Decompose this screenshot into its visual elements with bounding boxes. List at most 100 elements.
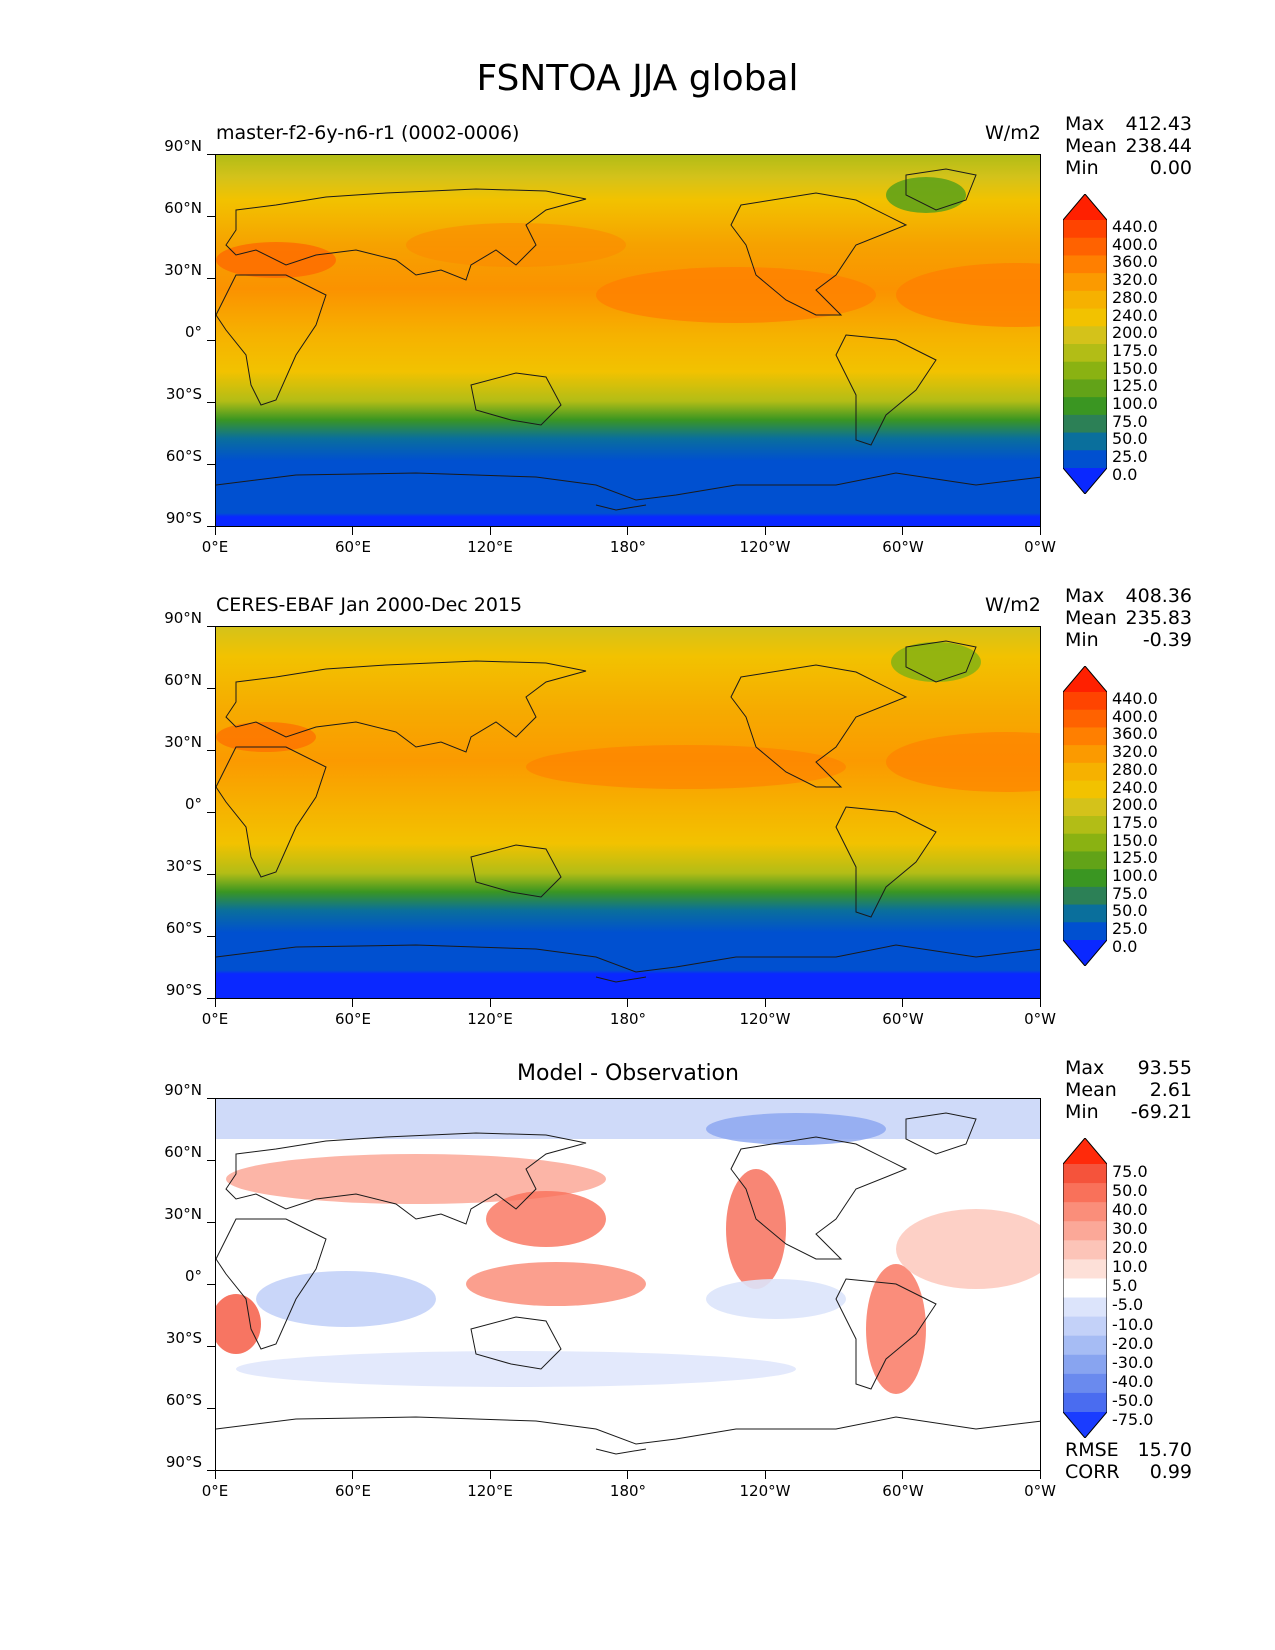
y-tick	[207, 688, 215, 690]
colorbar-segment	[1063, 379, 1107, 398]
colorbar-segment	[1063, 361, 1107, 380]
colorbar-label: 240.0	[1112, 305, 1158, 325]
x-tick	[1040, 527, 1042, 535]
y-tick-label: 60°N	[164, 1143, 202, 1161]
stat-label: Mean	[1065, 607, 1117, 629]
y-tick	[207, 1160, 215, 1162]
colorbar-label: -5.0	[1112, 1295, 1144, 1315]
colorbar-label: 10.0	[1112, 1257, 1148, 1277]
colorbar-extension-bottom	[1063, 940, 1107, 966]
x-tick	[765, 1471, 767, 1479]
x-tick	[765, 999, 767, 1007]
colorbar-label: 100.0	[1112, 866, 1158, 886]
y-tick-label: 30°S	[165, 1329, 202, 1347]
y-tick	[207, 874, 215, 876]
y-tick-label: 30°N	[164, 733, 202, 751]
y-tick	[207, 998, 215, 1000]
stat-value: 0.99	[1149, 1461, 1192, 1483]
panel-units: W/m2	[985, 122, 1041, 144]
stat-label: CORR	[1065, 1461, 1120, 1483]
stat-label: Min	[1065, 629, 1099, 651]
colorbar-segment	[1063, 886, 1107, 906]
y-tick-label: 90°N	[164, 137, 202, 155]
colorbar-label: 360.0	[1112, 724, 1158, 744]
x-tick-label: 0°W	[1024, 538, 1056, 556]
colorbar-segment	[1063, 869, 1107, 888]
colorbar-label: 280.0	[1112, 759, 1158, 779]
colorbar-label: 150.0	[1112, 358, 1158, 378]
stat-value: 15.70	[1137, 1439, 1192, 1461]
x-tick-label: 180°	[609, 538, 647, 556]
colorbar-label: 440.0	[1112, 689, 1158, 708]
y-tick-label: 60°N	[164, 199, 202, 217]
model-field-map	[216, 155, 1040, 526]
y-tick	[207, 936, 215, 938]
x-tick	[627, 999, 629, 1007]
y-tick	[207, 216, 215, 218]
colorbar-segment	[1063, 1278, 1107, 1299]
colorbar-label: 320.0	[1112, 742, 1158, 762]
stat-label: Max	[1065, 113, 1105, 135]
x-tick	[902, 999, 904, 1007]
x-tick	[1040, 1471, 1042, 1479]
colorbar	[1063, 666, 1107, 966]
colorbar-segment	[1063, 290, 1107, 310]
colorbar-segment	[1063, 692, 1107, 711]
colorbar-segment	[1063, 745, 1107, 764]
x-tick-label: 120°W	[739, 538, 791, 556]
x-tick-label: 60°E	[334, 538, 372, 556]
colorbar-segment	[1063, 432, 1107, 451]
y-tick	[207, 1284, 215, 1286]
colorbar-label: 30.0	[1112, 1219, 1148, 1239]
colorbar-segment	[1063, 1354, 1107, 1375]
x-tick-label: 120°E	[467, 538, 513, 556]
colorbar-label: 20.0	[1112, 1238, 1148, 1258]
colorbar-label: -20.0	[1112, 1333, 1154, 1353]
x-tick-label: 60°E	[334, 1482, 372, 1500]
colorbar-label: -75.0	[1112, 1409, 1154, 1429]
x-tick-label: 60°W	[882, 538, 924, 556]
y-tick	[207, 278, 215, 280]
x-tick	[627, 527, 629, 535]
stat-label: Max	[1065, 1057, 1105, 1079]
y-tick-label: 30°N	[164, 261, 202, 279]
x-tick-label: 0°W	[1024, 1010, 1056, 1028]
colorbar-label: 75.0	[1112, 411, 1148, 431]
colorbar-segment	[1063, 1221, 1107, 1241]
colorbar-label: -40.0	[1112, 1371, 1154, 1391]
colorbar-segment	[1063, 255, 1107, 274]
colorbar-label: 40.0	[1112, 1200, 1148, 1220]
y-tick	[207, 154, 215, 156]
colorbar	[1063, 1138, 1107, 1438]
colorbar-segment	[1063, 709, 1107, 728]
y-tick-label: 30°N	[164, 1205, 202, 1223]
panel-observation: CERES-EBAF Jan 2000-Dec 2015 W/m2	[0, 585, 1275, 1028]
y-tick	[207, 812, 215, 814]
stat-value: -0.39	[1142, 629, 1192, 651]
map-plot-area	[215, 626, 1041, 999]
colorbar-segment	[1063, 220, 1107, 239]
x-tick-label: 180°	[609, 1010, 647, 1028]
y-tick	[207, 402, 215, 404]
stat-value: 2.61	[1149, 1079, 1192, 1101]
colorbar-segment	[1063, 273, 1107, 292]
x-tick	[352, 527, 354, 535]
x-tick-label: 0°E	[201, 1010, 229, 1028]
colorbar-label: 50.0	[1112, 1181, 1148, 1201]
panel-left-title: master-f2-6y-n6-r1 (0002-0006)	[216, 122, 520, 144]
y-tick	[207, 1098, 215, 1100]
colorbar-segment	[1063, 762, 1107, 782]
y-tick-label: 60°S	[165, 919, 202, 937]
panel-center-title: Model - Observation	[517, 1061, 739, 1086]
stat-value: 238.44	[1125, 135, 1192, 157]
x-tick	[902, 527, 904, 535]
y-tick-label: 30°S	[165, 857, 202, 875]
panel-units: W/m2	[985, 594, 1041, 616]
colorbar-segment	[1063, 816, 1107, 835]
colorbar-label: -10.0	[1112, 1314, 1154, 1334]
panel-left-title: CERES-EBAF Jan 2000-Dec 2015	[216, 594, 523, 616]
x-tick-label: 60°W	[882, 1482, 924, 1500]
colorbar-segment	[1063, 344, 1107, 363]
y-tick	[207, 1346, 215, 1348]
colorbar-label: 75.0	[1112, 1162, 1148, 1181]
